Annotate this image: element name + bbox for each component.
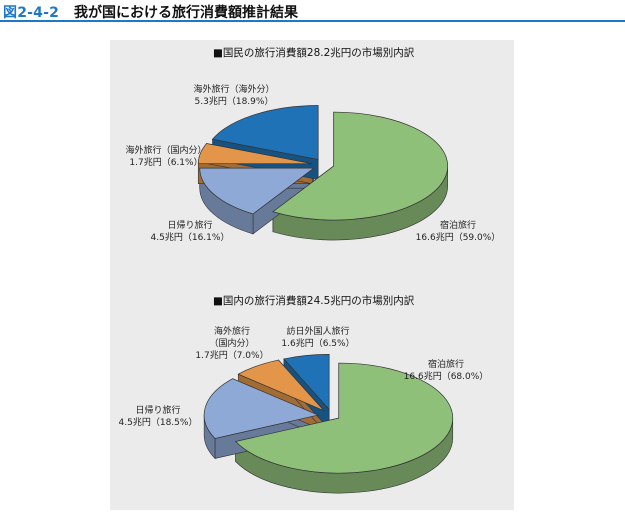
chart-1-pie <box>197 105 448 241</box>
chart-panel: ■国民の旅行消費額28.2兆円の市場別内訳 海外旅行（海外分） 5.3兆円（18… <box>110 40 514 510</box>
chart-2-slice-3 <box>237 359 325 411</box>
chart-2-label-inbound: 訪日外国人旅行 <box>286 325 349 337</box>
chart-1-slice-2 <box>199 167 315 215</box>
chart-1-value-overnight: 16.6兆円（59.0%） <box>416 232 501 243</box>
chart-2: ■国内の旅行消費額24.5兆円の市場別内訳 海外旅行 （国内分） 1.7兆円（7… <box>119 294 489 494</box>
charts-svg: ■国民の旅行消費額28.2兆円の市場別内訳 海外旅行（海外分） 5.3兆円（18… <box>119 46 500 494</box>
figure-header: 図2-4-2 我が国における旅行消費額推計結果 <box>0 0 625 24</box>
chart-2-slice-1 <box>234 362 454 474</box>
chart-1-label-daytrip: 日帰り旅行 <box>167 219 212 231</box>
chart-2-value-inbound: 1.6兆円（6.5%） <box>281 338 354 349</box>
chart-2-label-daytrip: 日帰り旅行 <box>135 404 180 416</box>
chart-2-slice-2 <box>203 378 320 439</box>
chart-1-value-overseas-abroad: 5.3兆円（18.9%） <box>195 96 274 107</box>
header-rule <box>0 20 625 22</box>
figure-title: 我が国における旅行消費額推計結果 <box>74 5 298 21</box>
chart-2-label-overseas-domestic: 海外旅行 <box>214 325 250 337</box>
chart-1-slice-1 <box>272 111 448 221</box>
chart-2-title: ■国内の旅行消費額24.5兆円の市場別内訳 <box>213 294 415 307</box>
chart-1-slice-3 <box>197 143 313 165</box>
chart-2-value-daytrip: 4.5兆円（18.5%） <box>119 417 198 428</box>
chart-1-label-overseas-abroad: 海外旅行（海外分） <box>193 83 274 95</box>
chart-1-label-overnight: 宿泊旅行 <box>440 219 476 231</box>
chart-1-title: ■国民の旅行消費額28.2兆円の市場別内訳 <box>213 46 415 59</box>
chart-1: ■国民の旅行消費額28.2兆円の市場別内訳 海外旅行（海外分） 5.3兆円（18… <box>125 46 500 243</box>
chart-1-slice-4 <box>211 105 319 160</box>
chart-2-pie <box>203 354 454 494</box>
chart-2-value-overseas-domestic: 1.7兆円（7.0%） <box>195 350 268 361</box>
chart-2-value-overnight: 16.6兆円（68.0%） <box>404 371 489 382</box>
figure-number: 図2-4-2 <box>3 5 60 21</box>
chart-1-value-daytrip: 4.5兆円（16.1%） <box>151 232 230 243</box>
chart-2-label-overseas-domestic-2: （国内分） <box>209 337 254 349</box>
chart-2-slice-4 <box>283 354 330 411</box>
chart-1-value-overseas-domestic: 1.7兆円（6.1%） <box>129 157 202 168</box>
chart-1-label-overseas-domestic: 海外旅行（国内分） <box>125 144 206 156</box>
chart-2-label-overnight: 宿泊旅行 <box>428 358 464 370</box>
